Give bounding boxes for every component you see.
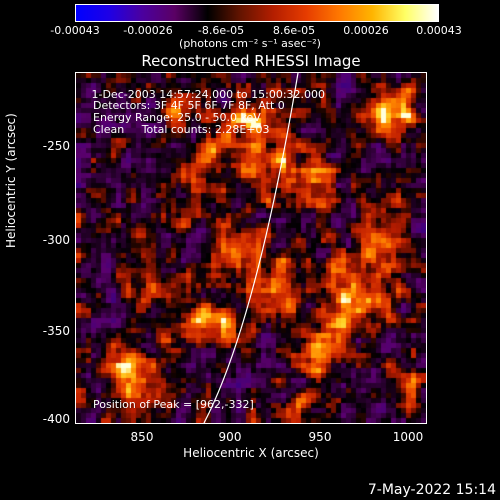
colorbar-tick-label: -0.00026 [123, 24, 173, 37]
annotation-detectors: Detectors: 3F 4F 5F 6F 7F 8F, Att 0 [93, 99, 285, 112]
annotation-peak-position: Position of Peak = [962,-332] [93, 398, 254, 411]
x-axis-label: Heliocentric X (arcsec) [183, 446, 319, 460]
y-tick-label: -350 [42, 324, 70, 338]
y-tick-label: -300 [42, 233, 70, 247]
y-tick-label: -250 [42, 139, 70, 153]
colorbar-tick-label: 0.00043 [416, 24, 462, 37]
x-tick-label: 900 [218, 430, 242, 444]
y-axis-label: Heliocentric Y (arcsec) [4, 113, 18, 248]
annotation-time-range: 1-Dec-2003 14:57:24.000 to 15:00:32.000 [88, 88, 326, 101]
annotation-energy-range: Energy Range: 25.0 - 50.0 keV [93, 111, 261, 124]
x-tick-label: 850 [130, 430, 154, 444]
image-plot-area: 1-Dec-2003 14:57:24.000 to 15:00:32.000 … [75, 72, 427, 424]
colorbar-tick-label: 0.00026 [343, 24, 389, 37]
colorbar [75, 4, 439, 22]
x-tick-label: 1000 [392, 430, 424, 444]
annotation-clean-counts: Clean Total counts: 2.28E+03 [93, 123, 270, 136]
colorbar-tick-label: -0.00043 [50, 24, 100, 37]
colorbar-units: (photons cm⁻² s⁻¹ asec⁻²) [179, 37, 321, 50]
image-title: Reconstructed RHESSI Image [141, 52, 361, 70]
rhessi-image-heatmap [76, 73, 426, 423]
solar-limb-curve [203, 73, 299, 423]
y-tick-label: -400 [42, 412, 70, 426]
date-stamp: 7-May-2022 15:14 [367, 482, 496, 498]
x-tick-label: 950 [308, 430, 332, 444]
colorbar-tick-label: -8.6e-05 [197, 24, 245, 37]
colorbar-tick-label: 8.6e-05 [272, 24, 316, 37]
